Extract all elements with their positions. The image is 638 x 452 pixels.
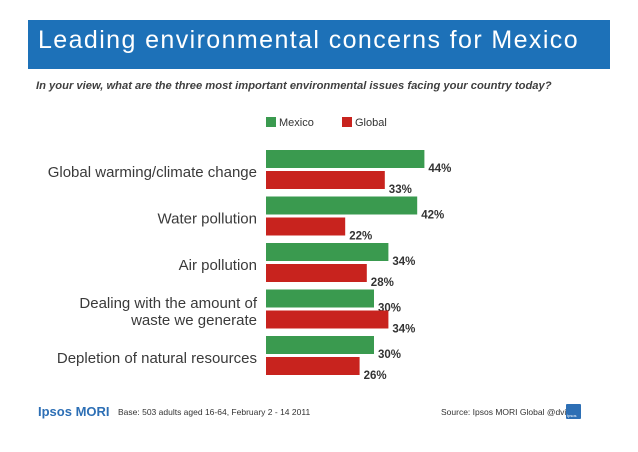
ipsos-badge-icon: Ipsos [566, 404, 581, 419]
value-label-global: 34% [392, 324, 415, 336]
category-label: Global warming/climate change [48, 164, 257, 181]
bar-mexico [266, 289, 374, 308]
legend-swatch-mexico [266, 117, 276, 127]
category-label: Water pollution [158, 211, 258, 228]
category-label: waste we generate [130, 312, 257, 329]
value-label-global: 28% [371, 277, 394, 289]
bar-mexico [266, 196, 418, 215]
legend-swatch-global [342, 117, 352, 127]
legend-label-global: Global [355, 117, 387, 129]
ipsos-badge-text: Ipsos [567, 413, 577, 418]
value-label-mexico: 30% [378, 349, 401, 361]
value-label-global: 22% [349, 231, 372, 243]
bar-global [266, 217, 346, 236]
base-note: Base: 503 adults aged 16-64, February 2 … [118, 407, 311, 417]
chart-subtitle: In your view, what are the three most im… [36, 80, 552, 92]
category-label: Air pollution [179, 257, 257, 274]
title-banner: Leading environmental concerns for Mexic… [28, 20, 610, 69]
ipsos-mori-logo: Ipsos MORI [38, 404, 110, 419]
bar-mexico [266, 150, 425, 168]
chart-title: Leading environmental concerns for Mexic… [38, 26, 579, 54]
legend-label-mexico: Mexico [279, 117, 314, 129]
bar-global [266, 264, 367, 282]
category-label: Depletion of natural resources [57, 350, 257, 367]
value-label-mexico: 34% [392, 256, 415, 268]
bar-mexico [266, 336, 374, 354]
bar-global [266, 357, 360, 375]
value-label-global: 26% [364, 370, 387, 382]
value-label-global: 33% [389, 184, 412, 196]
value-label-mexico: 44% [428, 163, 451, 175]
bar-global [266, 310, 389, 329]
source-note: Source: Ipsos MORI Global @dvisor [441, 407, 579, 417]
bar-mexico [266, 243, 389, 261]
value-label-mexico: 42% [421, 210, 444, 222]
category-label: Dealing with the amount of [79, 295, 257, 312]
bar-global [266, 171, 385, 189]
